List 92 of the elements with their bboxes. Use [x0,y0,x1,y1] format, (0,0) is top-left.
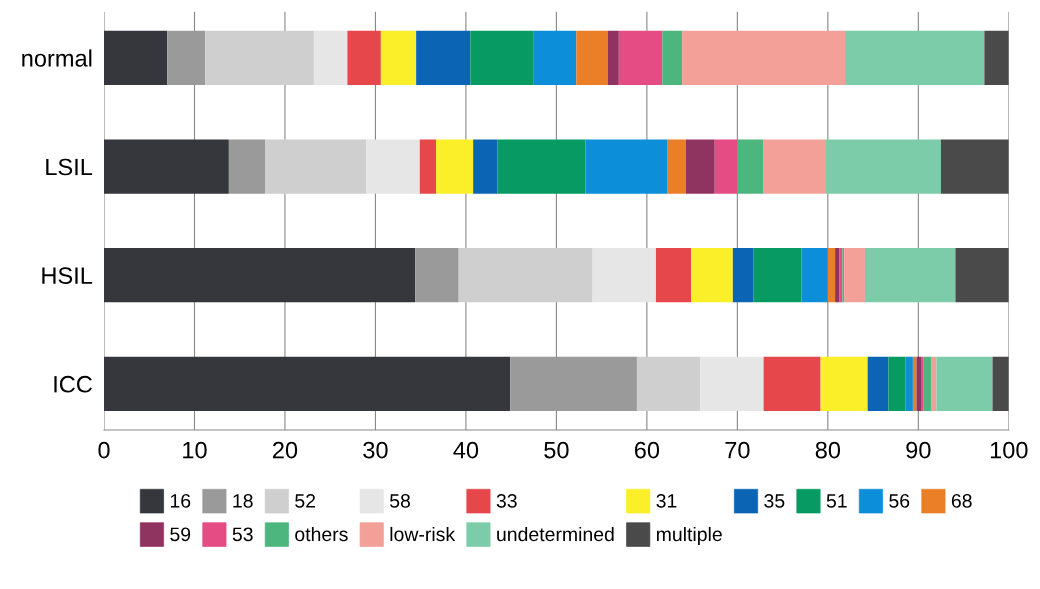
legend-label: 58 [390,493,411,508]
bar [419,139,437,194]
x-tick-label: 30 [363,441,388,459]
x-tick-label: 20 [273,441,298,459]
x-tick-label: 0 [98,441,110,459]
bar [636,356,701,411]
bar [864,248,956,303]
bar [104,356,511,411]
bar [685,139,715,194]
legend-label: low-risk [390,526,456,542]
bar [905,356,913,411]
legend-label: 18 [233,493,253,508]
bar [923,356,931,411]
bar [347,30,381,86]
bar [845,30,985,86]
legend-label: others [295,526,348,542]
bar [691,248,733,303]
legend-label: 31 [656,493,677,508]
y-tick-label: normal [22,49,92,67]
legend-label: 16 [170,493,191,508]
bar [737,139,764,194]
bar [104,139,229,194]
legend-label: 68 [951,493,972,508]
x-tick-label: 70 [725,441,750,459]
bar [510,356,637,411]
bar [473,139,498,194]
bar [416,30,471,86]
bar [940,139,1009,194]
bar [700,356,764,411]
legend-label: 35 [764,493,785,508]
bar [867,356,889,411]
bar [313,30,348,86]
bar [820,356,868,411]
legend-label: 56 [889,493,910,508]
x-tick-label: 50 [544,441,569,459]
bar [436,139,474,194]
legend-label: 52 [295,493,316,508]
bar [104,248,416,303]
bar [205,30,314,86]
x-tick-label: 80 [815,441,841,459]
bar [955,248,1009,303]
bar [992,356,1009,411]
bar [655,248,692,303]
x-tick-label: 10 [183,441,207,459]
bar [714,139,738,194]
legend-label: 53 [232,527,253,542]
bar [682,30,846,86]
bar [585,139,668,194]
bar [380,30,417,86]
bar [801,248,828,303]
bar [844,248,865,303]
x-tick-label: 100 [990,441,1028,459]
bar [921,356,924,411]
bar [662,30,683,86]
bar [228,139,266,194]
bar [104,30,168,86]
legend-label: multiple [656,526,722,546]
bar [930,356,937,411]
bar [592,248,656,303]
bar [667,139,686,194]
bar [763,356,821,411]
bar [458,248,593,303]
bar [826,139,941,194]
bar [366,139,420,194]
bar [888,356,906,411]
bar [936,356,993,411]
x-tick-label: 40 [453,441,479,459]
bar [533,30,577,86]
bar [576,30,608,86]
legend-label: 59 [170,527,191,542]
y-tick-label: ICC [54,375,92,393]
legend-label: 51 [826,494,847,508]
y-tick-label: HSIL [42,267,93,284]
bar [835,248,840,303]
bar [827,248,836,303]
bar [912,356,917,411]
bar [470,30,534,86]
bar [753,248,802,303]
bar [167,30,206,86]
bar [497,139,586,194]
bar [732,248,754,303]
bar [984,30,1009,86]
x-tick-label: 60 [634,441,660,459]
bar [607,30,619,86]
legend-label: undetermined [497,526,614,542]
x-tick-label: 90 [906,441,931,459]
bar [763,139,827,194]
bar [618,30,663,86]
bar [265,139,367,194]
legend-label: 33 [496,493,517,508]
bar [415,248,459,303]
y-tick-label: LSIL [46,158,93,176]
